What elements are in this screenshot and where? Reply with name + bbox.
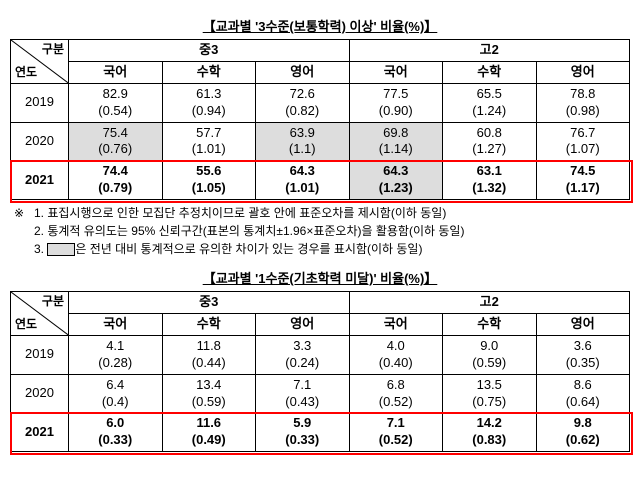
table1-title: 【교과별 '3수준(보통학력) 이상' 비율(%)】 [10, 16, 630, 35]
data-cell: 9.8(0.62) [536, 413, 630, 452]
col-header: 영어 [256, 314, 350, 336]
table2-subheader-row: 국어수학영어국어수학영어 [11, 314, 630, 336]
data-cell: 8.6(0.64) [536, 374, 630, 413]
table2-group-1: 고2 [349, 292, 630, 314]
table-row: 202075.4(0.76)57.7(1.01)63.9(1.1)69.8(1.… [11, 122, 630, 161]
corner-top: 구분 [42, 42, 64, 58]
table2-title: 【교과별 '1수준(기초학력 미달)' 비율(%)】 [10, 268, 630, 287]
col-header: 국어 [69, 314, 163, 336]
data-cell: 65.5(1.24) [443, 83, 537, 122]
data-cell: 4.0(0.40) [349, 335, 443, 374]
table1: 구분 연도 중3 고2 국어수학영어국어수학영어 201982.9(0.54)6… [10, 39, 630, 200]
data-cell: 6.4(0.4) [69, 374, 163, 413]
table1-corner: 구분 연도 [11, 40, 69, 84]
data-cell: 11.6(0.49) [162, 413, 256, 452]
note-1: 1. 표집시행으로 인한 모집단 추정치이므로 괄호 안에 표준오차를 제시함(… [34, 204, 446, 222]
data-cell: 72.6(0.82) [256, 83, 350, 122]
table2-group-0: 중3 [69, 292, 350, 314]
data-cell: 61.3(0.94) [162, 83, 256, 122]
col-header: 영어 [256, 61, 350, 83]
table-row: 20206.4(0.4)13.4(0.59)7.1(0.43)6.8(0.52)… [11, 374, 630, 413]
table2-wrap: 구분 연도 중3 고2 국어수학영어국어수학영어 20194.1(0.28)11… [10, 291, 630, 452]
year-cell: 2021 [11, 161, 69, 200]
year-cell: 2019 [11, 83, 69, 122]
data-cell: 14.2(0.83) [443, 413, 537, 452]
table1-group-0: 중3 [69, 40, 350, 62]
year-cell: 2019 [11, 335, 69, 374]
table2: 구분 연도 중3 고2 국어수학영어국어수학영어 20194.1(0.28)11… [10, 291, 630, 452]
table1-subheader-row: 국어수학영어국어수학영어 [11, 61, 630, 83]
data-cell: 63.1(1.32) [443, 161, 537, 200]
data-cell: 55.6(1.05) [162, 161, 256, 200]
year-cell: 2020 [11, 374, 69, 413]
data-cell: 6.0(0.33) [69, 413, 163, 452]
data-cell: 74.4(0.79) [69, 161, 163, 200]
note-3: 3. 은 전년 대비 통계적으로 유의한 차이가 있는 경우를 표시함(이하 동… [34, 240, 422, 258]
corner-bot: 연도 [15, 65, 37, 81]
data-cell: 13.5(0.75) [443, 374, 537, 413]
table-row: 20216.0(0.33)11.6(0.49)5.9(0.33)7.1(0.52… [11, 413, 630, 452]
col-header: 영어 [536, 314, 630, 336]
col-header: 수학 [443, 61, 537, 83]
data-cell: 60.8(1.27) [443, 122, 537, 161]
data-cell: 13.4(0.59) [162, 374, 256, 413]
notes-block: ※ 1. 표집시행으로 인한 모집단 추정치이므로 괄호 안에 표준오차를 제시… [14, 204, 630, 258]
table1-group-1: 고2 [349, 40, 630, 62]
col-header: 수학 [162, 314, 256, 336]
data-cell: 3.3(0.24) [256, 335, 350, 374]
data-cell: 4.1(0.28) [69, 335, 163, 374]
col-header: 국어 [69, 61, 163, 83]
corner-top: 구분 [42, 294, 64, 310]
data-cell: 64.3(1.01) [256, 161, 350, 200]
data-cell: 74.5(1.17) [536, 161, 630, 200]
data-cell: 64.3(1.23) [349, 161, 443, 200]
table-row: 20194.1(0.28)11.8(0.44)3.3(0.24)4.0(0.40… [11, 335, 630, 374]
gray-legend-box [47, 243, 75, 256]
data-cell: 69.8(1.14) [349, 122, 443, 161]
col-header: 국어 [349, 314, 443, 336]
corner-bot: 연도 [15, 317, 37, 333]
data-cell: 5.9(0.33) [256, 413, 350, 452]
data-cell: 9.0(0.59) [443, 335, 537, 374]
data-cell: 11.8(0.44) [162, 335, 256, 374]
note-2: 2. 통계적 유의도는 95% 신뢰구간(표본의 통계치±1.96×표준오차)을… [34, 222, 464, 240]
col-header: 수학 [443, 314, 537, 336]
year-cell: 2020 [11, 122, 69, 161]
data-cell: 3.6(0.35) [536, 335, 630, 374]
col-header: 국어 [349, 61, 443, 83]
year-cell: 2021 [11, 413, 69, 452]
notes-prefix: ※ [14, 204, 34, 222]
table-row: 201982.9(0.54)61.3(0.94)72.6(0.82)77.5(0… [11, 83, 630, 122]
table1-wrap: 구분 연도 중3 고2 국어수학영어국어수학영어 201982.9(0.54)6… [10, 39, 630, 200]
data-cell: 7.1(0.43) [256, 374, 350, 413]
data-cell: 76.7(1.07) [536, 122, 630, 161]
col-header: 영어 [536, 61, 630, 83]
data-cell: 78.8(0.98) [536, 83, 630, 122]
table2-corner: 구분 연도 [11, 292, 69, 336]
data-cell: 7.1(0.52) [349, 413, 443, 452]
data-cell: 77.5(0.90) [349, 83, 443, 122]
col-header: 수학 [162, 61, 256, 83]
data-cell: 6.8(0.52) [349, 374, 443, 413]
data-cell: 57.7(1.01) [162, 122, 256, 161]
data-cell: 82.9(0.54) [69, 83, 163, 122]
data-cell: 75.4(0.76) [69, 122, 163, 161]
data-cell: 63.9(1.1) [256, 122, 350, 161]
table-row: 202174.4(0.79)55.6(1.05)64.3(1.01)64.3(1… [11, 161, 630, 200]
